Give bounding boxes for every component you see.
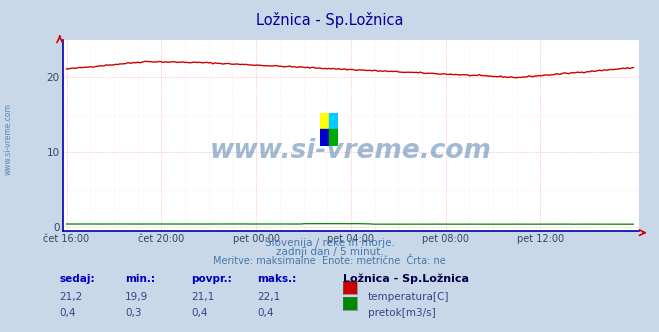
Text: 0,4: 0,4 [59, 308, 76, 318]
Text: Ložnica - Sp.Ložnica: Ložnica - Sp.Ložnica [343, 274, 469, 285]
Bar [320, 129, 329, 146]
Text: pretok[m3/s]: pretok[m3/s] [368, 308, 436, 318]
Text: 22,1: 22,1 [257, 292, 280, 302]
Bar [329, 129, 338, 146]
Text: 0,4: 0,4 [191, 308, 208, 318]
Text: 21,1: 21,1 [191, 292, 214, 302]
Text: povpr.:: povpr.: [191, 274, 232, 284]
Text: sedaj:: sedaj: [59, 274, 95, 284]
Text: 0,3: 0,3 [125, 308, 142, 318]
Text: maks.:: maks.: [257, 274, 297, 284]
Bar [320, 113, 329, 129]
Bar [329, 113, 338, 129]
Text: Ložnica - Sp.Ložnica: Ložnica - Sp.Ložnica [256, 12, 403, 28]
Text: Slovenija / reke in morje.: Slovenija / reke in morje. [264, 238, 395, 248]
Text: 19,9: 19,9 [125, 292, 148, 302]
Text: www.si-vreme.com: www.si-vreme.com [210, 137, 492, 164]
Text: min.:: min.: [125, 274, 156, 284]
Text: 0,4: 0,4 [257, 308, 273, 318]
Text: www.si-vreme.com: www.si-vreme.com [3, 104, 13, 175]
Text: temperatura[C]: temperatura[C] [368, 292, 449, 302]
Text: Meritve: maksimalne  Enote: metrične  Črta: ne: Meritve: maksimalne Enote: metrične Črta… [213, 256, 446, 266]
Text: 21,2: 21,2 [59, 292, 82, 302]
Text: zadnji dan / 5 minut.: zadnji dan / 5 minut. [275, 247, 384, 257]
